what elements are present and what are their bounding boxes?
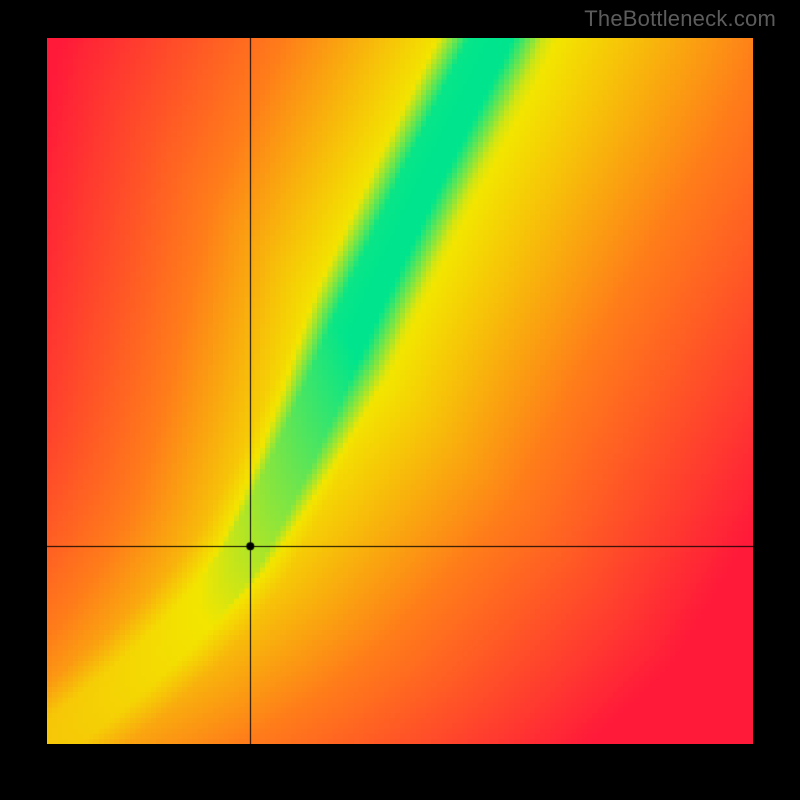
watermark-text: TheBottleneck.com <box>584 6 776 32</box>
crosshair-overlay <box>47 38 753 744</box>
chart-container: TheBottleneck.com <box>0 0 800 800</box>
